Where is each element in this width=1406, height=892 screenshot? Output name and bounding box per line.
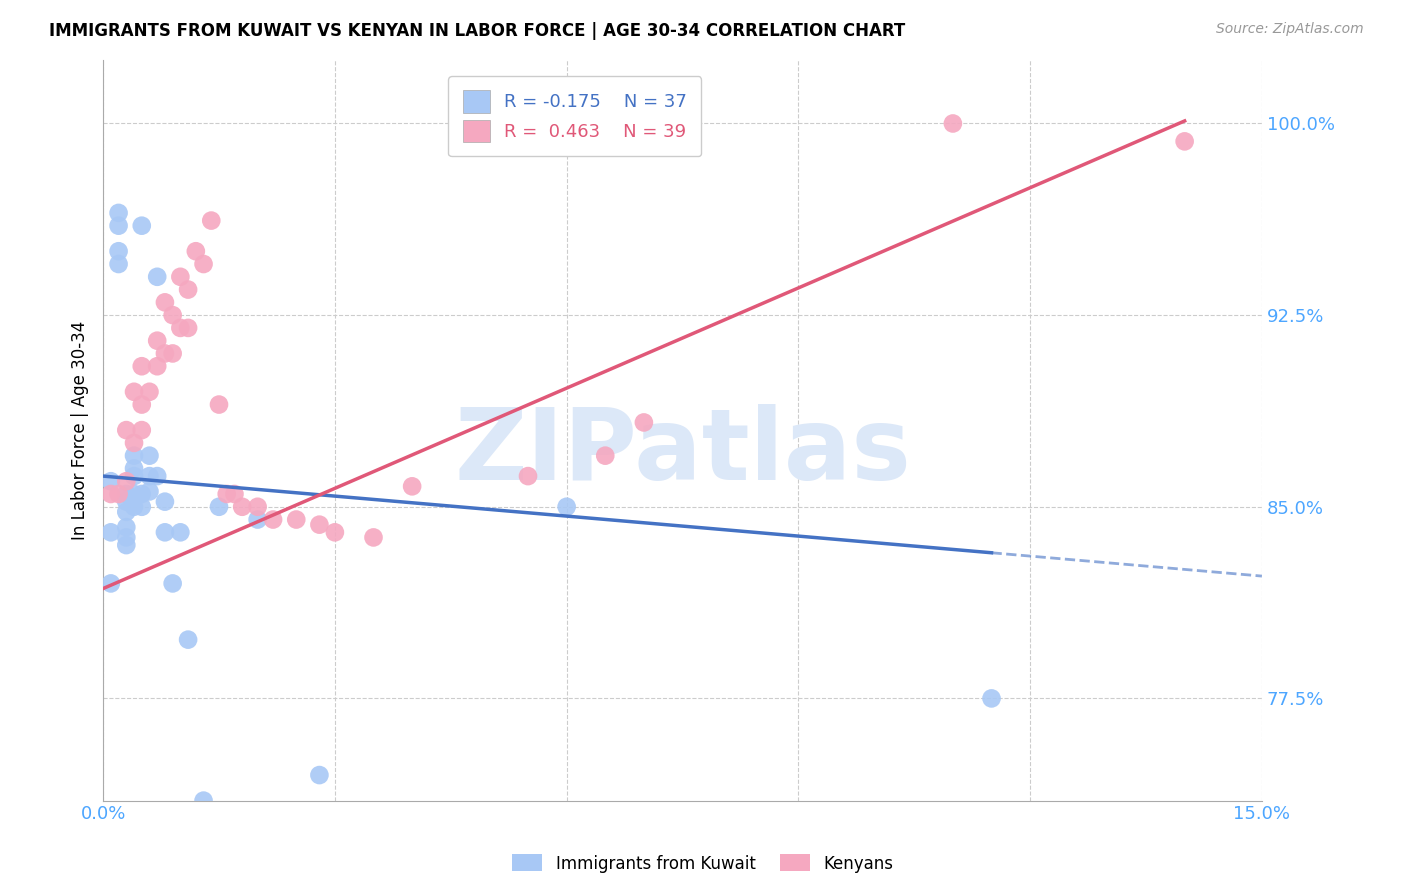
Point [401, 479, 423, 493]
Point [215, 487, 238, 501]
Point [980, 691, 1002, 706]
Point [169, 269, 191, 284]
Point [555, 500, 578, 514]
Point [224, 487, 246, 501]
Point [184, 244, 207, 259]
Point [115, 530, 138, 544]
Point [138, 449, 160, 463]
Point [169, 525, 191, 540]
Point [246, 512, 269, 526]
Point [308, 768, 330, 782]
Point [122, 436, 145, 450]
Point [153, 346, 176, 360]
Point [131, 423, 153, 437]
Point [363, 530, 385, 544]
Point [138, 484, 160, 499]
Text: IMMIGRANTS FROM KUWAIT VS KENYAN IN LABOR FORCE | AGE 30-34 CORRELATION CHART: IMMIGRANTS FROM KUWAIT VS KENYAN IN LABO… [49, 22, 905, 40]
Point [177, 283, 200, 297]
Point [246, 500, 269, 514]
Point [107, 487, 129, 501]
Point [107, 244, 129, 259]
Text: ZIPatlas: ZIPatlas [454, 404, 911, 500]
Point [100, 525, 122, 540]
Point [146, 334, 169, 348]
Point [107, 219, 129, 233]
Point [131, 500, 153, 514]
Point [633, 416, 655, 430]
Point [146, 359, 169, 374]
Point [1174, 134, 1197, 148]
Point [308, 517, 330, 532]
Y-axis label: In Labor Force | Age 30-34: In Labor Force | Age 30-34 [72, 320, 89, 540]
Point [169, 321, 191, 335]
Point [122, 500, 145, 514]
Point [138, 469, 160, 483]
Point [100, 487, 122, 501]
Point [162, 346, 184, 360]
Point [208, 398, 231, 412]
Point [146, 469, 169, 483]
Text: Source: ZipAtlas.com: Source: ZipAtlas.com [1216, 22, 1364, 37]
Point [100, 576, 122, 591]
Point [122, 469, 145, 483]
Point [517, 469, 540, 483]
Point [115, 474, 138, 488]
Point [262, 512, 284, 526]
Point [153, 525, 176, 540]
Point [162, 308, 184, 322]
Point [162, 576, 184, 591]
Point [231, 500, 253, 514]
Point [285, 512, 308, 526]
Point [177, 321, 200, 335]
Legend: R = -0.175    N = 37, R =  0.463    N = 39: R = -0.175 N = 37, R = 0.463 N = 39 [449, 76, 702, 156]
Point [122, 449, 145, 463]
Point [177, 632, 200, 647]
Point [122, 384, 145, 399]
Point [131, 487, 153, 501]
Point [131, 359, 153, 374]
Point [942, 116, 965, 130]
Point [153, 295, 176, 310]
Point [146, 269, 169, 284]
Point [115, 520, 138, 534]
Point [593, 449, 616, 463]
Point [122, 487, 145, 501]
Point [131, 219, 153, 233]
Point [115, 423, 138, 437]
Point [122, 461, 145, 475]
Point [115, 538, 138, 552]
Point [323, 525, 346, 540]
Point [153, 494, 176, 508]
Point [193, 794, 215, 808]
Point [138, 384, 160, 399]
Point [115, 505, 138, 519]
Point [115, 487, 138, 501]
Point [131, 398, 153, 412]
Point [107, 257, 129, 271]
Point [100, 474, 122, 488]
Point [193, 257, 215, 271]
Point [208, 500, 231, 514]
Point [107, 206, 129, 220]
Legend: Immigrants from Kuwait, Kenyans: Immigrants from Kuwait, Kenyans [506, 847, 900, 880]
Point [115, 494, 138, 508]
Point [200, 213, 222, 227]
